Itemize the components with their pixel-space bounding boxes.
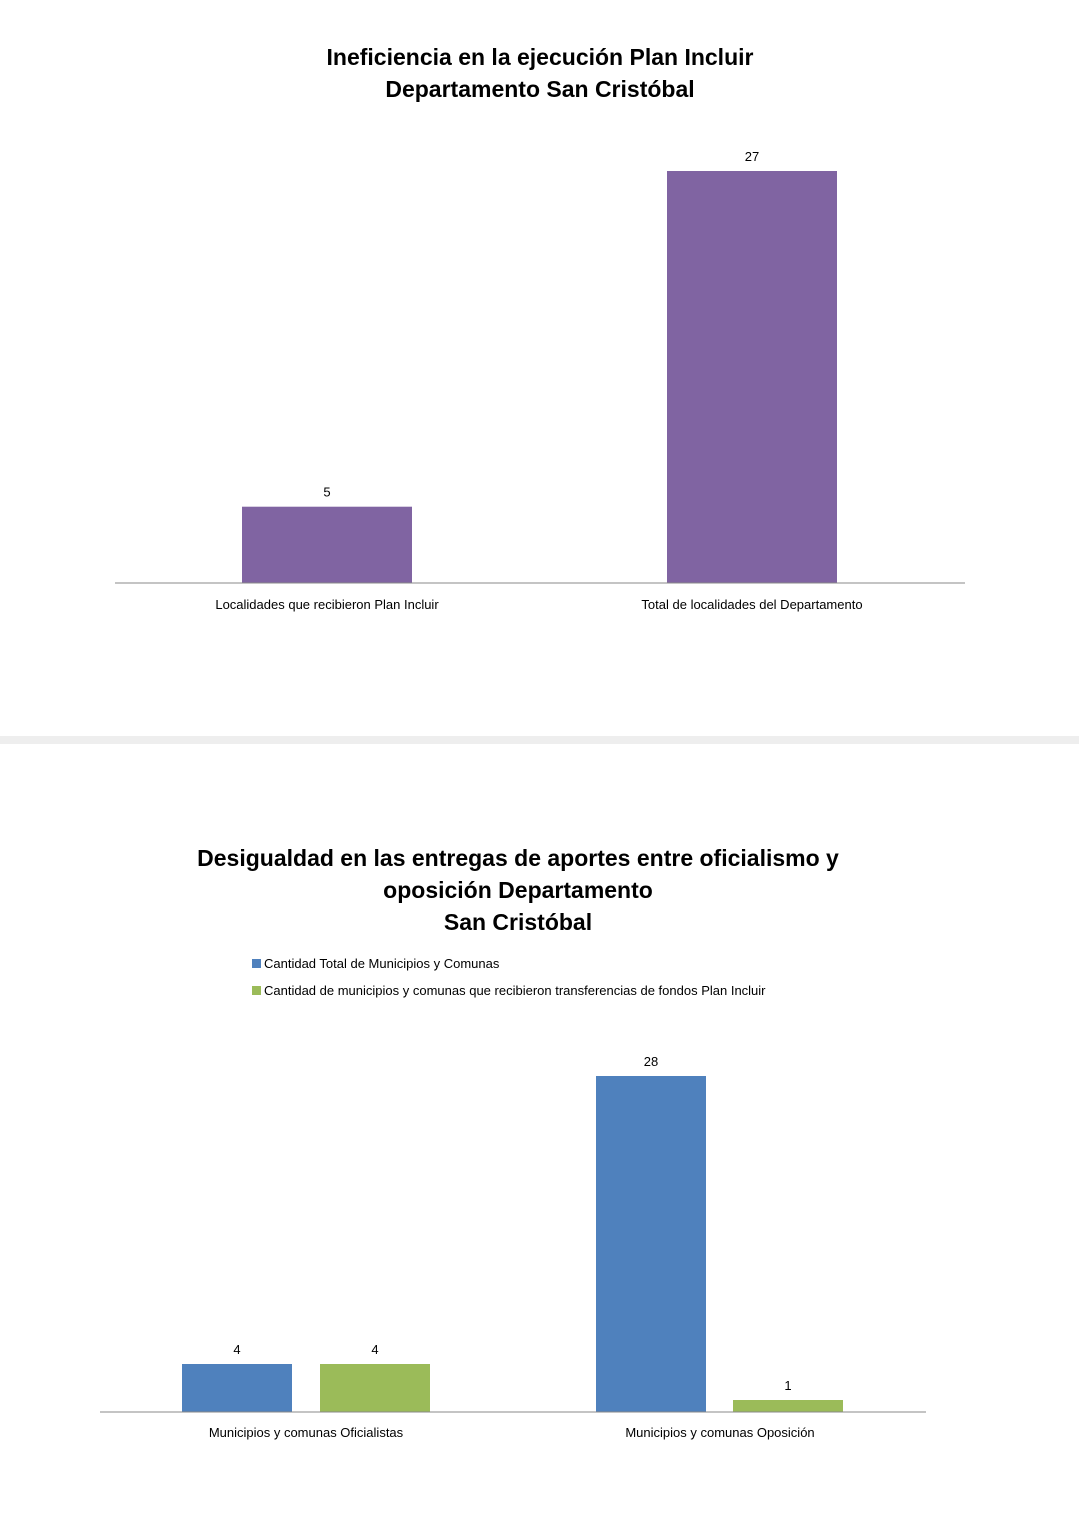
chart-2-bar-total-value-label: 4 <box>233 1342 240 1357</box>
chart-2-title-line-1: Desigualdad en las entregas de aportes e… <box>197 845 839 871</box>
chart-1-bar-value-label: 27 <box>745 149 759 164</box>
chart-2: Desigualdad en las entregas de aportes e… <box>100 845 926 1440</box>
legend-swatch-total <box>252 959 261 968</box>
chart-2-title-line-3: San Cristóbal <box>444 909 592 935</box>
chart-1-title-line-1: Ineficiencia en la ejecución Plan Inclui… <box>327 44 754 70</box>
chart-2-bar-received-value-label: 1 <box>784 1378 791 1393</box>
chart-1: Ineficiencia en la ejecución Plan Inclui… <box>115 44 965 612</box>
chart-1-category-label: Localidades que recibieron Plan Incluir <box>215 597 439 612</box>
chart-2-bar-received <box>320 1364 430 1412</box>
chart-2-bar-received-value-label: 4 <box>371 1342 378 1357</box>
legend-swatch-received <box>252 986 261 995</box>
chart-1-bar <box>242 506 412 583</box>
chart-2-category-label: Municipios y comunas Oficialistas <box>209 1425 404 1440</box>
chart-2-bar-total <box>182 1364 292 1412</box>
chart-2-category-label: Municipios y comunas Oposición <box>625 1425 814 1440</box>
legend-label-total: Cantidad Total de Municipios y Comunas <box>264 956 500 971</box>
page-separator <box>0 736 1079 744</box>
chart-1-category-label: Total de localidades del Departamento <box>641 597 862 612</box>
chart-2-bar-total <box>596 1076 706 1412</box>
legend-label-received: Cantidad de municipios y comunas que rec… <box>264 983 766 998</box>
chart-2-title-line-2: oposición Departamento <box>383 877 653 903</box>
chart-1-bar <box>667 171 837 583</box>
chart-1-title-line-2: Departamento San Cristóbal <box>385 76 694 102</box>
chart-1-bar-value-label: 5 <box>323 485 330 500</box>
chart-2-bar-received <box>733 1400 843 1412</box>
chart-2-bar-total-value-label: 28 <box>644 1054 658 1069</box>
